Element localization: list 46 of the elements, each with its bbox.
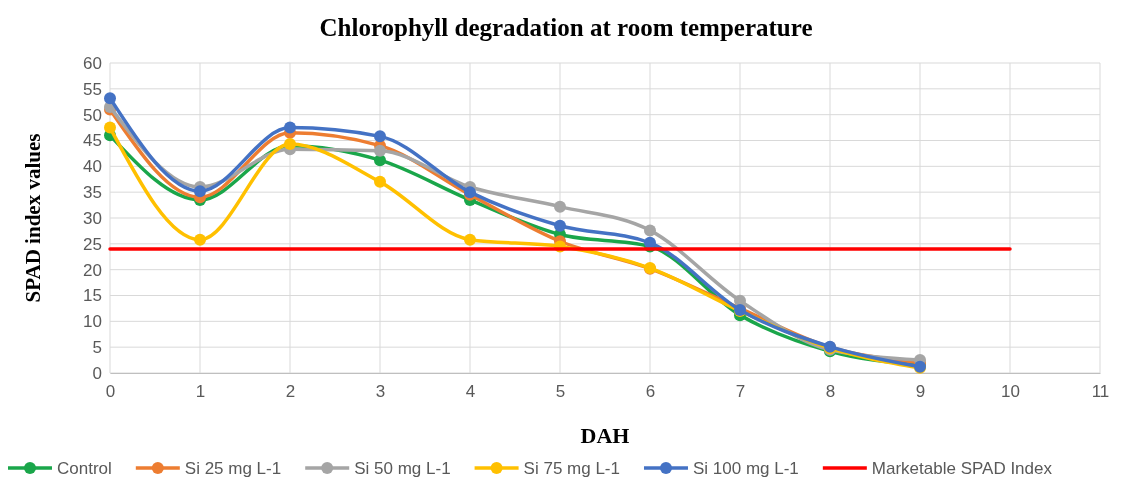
point (464, 233, 476, 246)
point (194, 233, 206, 246)
point (104, 121, 116, 134)
legend-label: Si 25 mg L-1 (184, 459, 282, 478)
x-tick-label: 10 (1001, 382, 1020, 402)
point (194, 185, 206, 198)
point (104, 92, 116, 105)
y-tick-label: 40 (83, 157, 102, 177)
x-tick-label: 7 (735, 382, 746, 402)
x-tick-label: 0 (105, 382, 116, 402)
y-tick-label: 25 (83, 234, 102, 254)
x-tick-label: 1 (195, 382, 206, 402)
legend-label: Control (57, 459, 112, 478)
y-tick-label: 60 (83, 53, 102, 73)
legend-label: Si 100 mg L-1 (692, 459, 799, 478)
y-axis-title: SPAD index values (21, 133, 45, 303)
y-tick-label: 5 (92, 338, 102, 358)
point (374, 130, 386, 143)
legend-label: Si 75 mg L-1 (523, 459, 620, 478)
x-axis-title: DAH (580, 423, 630, 448)
point (554, 219, 566, 232)
y-tick-label: 30 (83, 208, 102, 228)
y-tick-label: 55 (83, 79, 102, 99)
y-tick-label: 10 (83, 312, 102, 332)
chart-title: Chlorophyll degradation at room temperature (319, 14, 813, 41)
y-tick-label: 20 (83, 260, 102, 280)
y-tick-label: 0 (92, 363, 102, 383)
point (374, 144, 386, 157)
legend-label: Si 50 mg L-1 (354, 459, 451, 478)
x-tick-label: 9 (915, 382, 926, 402)
x-tick-label: 8 (825, 382, 836, 402)
x-tick-label: 2 (285, 382, 296, 402)
point (554, 200, 566, 213)
x-tick-label: 11 (1091, 382, 1110, 402)
point (374, 175, 386, 188)
x-tick-label: 4 (465, 382, 476, 402)
x-tick-label: 5 (555, 382, 566, 402)
y-tick-label: 50 (83, 105, 102, 125)
x-tick-label: 3 (375, 382, 386, 402)
point (284, 121, 296, 134)
y-tick-label: 35 (83, 183, 102, 203)
point (644, 224, 656, 237)
y-tick-label: 45 (83, 131, 102, 151)
legend-label: Marketable SPAD Index (871, 459, 1053, 478)
x-tick-label: 6 (645, 382, 656, 402)
y-tick-label: 15 (83, 286, 102, 306)
